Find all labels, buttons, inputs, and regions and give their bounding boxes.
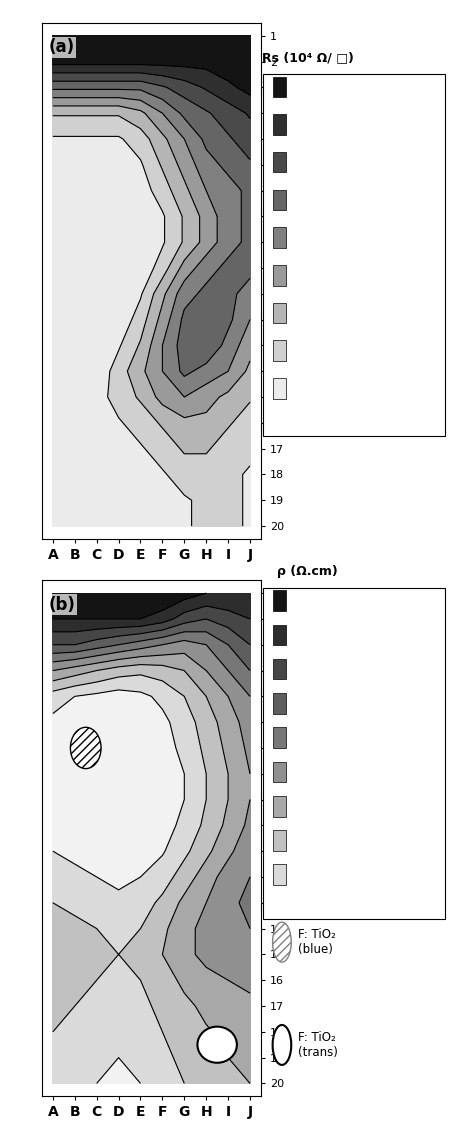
Ellipse shape bbox=[70, 727, 101, 769]
Text: 6.40-7.20: 6.40-7.20 bbox=[291, 118, 348, 131]
Text: F: TiO₂
(trans): F: TiO₂ (trans) bbox=[298, 1031, 338, 1059]
Text: 6.0-8.0: 6.0-8.0 bbox=[291, 765, 333, 779]
Text: 4.0-6.0: 4.0-6.0 bbox=[291, 799, 333, 813]
Text: 2.0-4.0: 2.0-4.0 bbox=[291, 834, 333, 847]
Text: 0.80-1.60: 0.80-1.60 bbox=[291, 381, 348, 395]
Text: (b): (b) bbox=[48, 596, 75, 613]
Ellipse shape bbox=[198, 1027, 237, 1063]
Text: 14-16: 14-16 bbox=[291, 662, 326, 676]
Text: 3.20-4.00: 3.20-4.00 bbox=[291, 268, 348, 282]
Text: 7.20-8.00: 7.20-8.00 bbox=[291, 80, 348, 94]
Text: 5.60-6.40: 5.60-6.40 bbox=[291, 155, 348, 169]
Text: (a): (a) bbox=[48, 39, 75, 56]
Text: 4.80-5.60: 4.80-5.60 bbox=[291, 193, 348, 207]
Text: 1.60-2.40: 1.60-2.40 bbox=[291, 344, 348, 357]
Text: 10-12: 10-12 bbox=[291, 731, 325, 745]
Text: 18-20: 18-20 bbox=[291, 594, 325, 608]
Ellipse shape bbox=[273, 1026, 291, 1064]
Text: 2.40-3.20: 2.40-3.20 bbox=[291, 306, 348, 320]
Text: 4.00-4.80: 4.00-4.80 bbox=[291, 231, 348, 244]
Text: F: TiO₂
(blue): F: TiO₂ (blue) bbox=[298, 928, 336, 956]
Text: 0.0-2.0: 0.0-2.0 bbox=[291, 868, 333, 882]
Ellipse shape bbox=[273, 923, 291, 962]
Text: ρ (Ω.cm): ρ (Ω.cm) bbox=[277, 565, 338, 578]
Text: 12-14: 12-14 bbox=[291, 697, 326, 710]
Text: 16-18: 16-18 bbox=[291, 628, 325, 642]
Text: Rs (10⁴ Ω/ □): Rs (10⁴ Ω/ □) bbox=[261, 51, 354, 64]
